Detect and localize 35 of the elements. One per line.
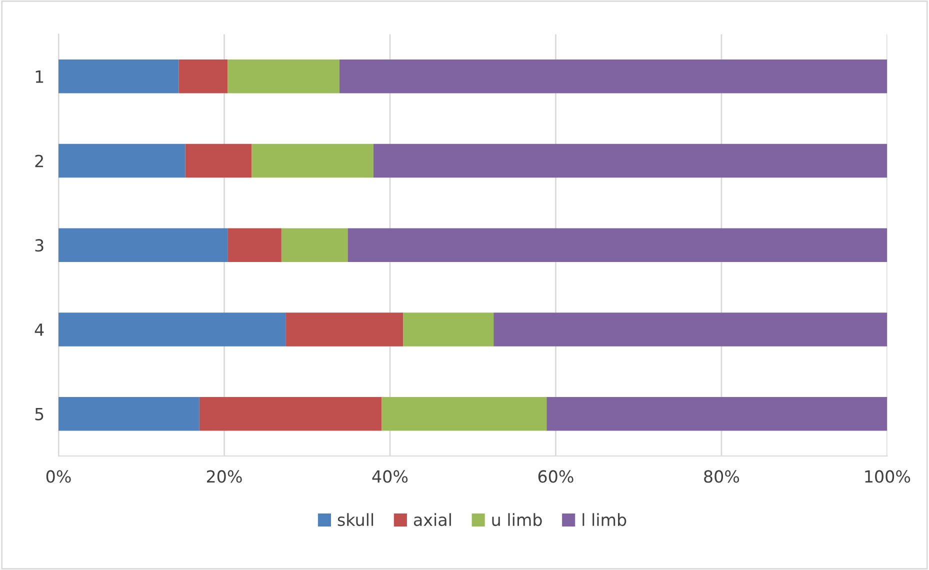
bar — [403, 312, 494, 346]
y-tick-label: 1 — [36, 70, 44, 83]
x-tick-label: 0% — [46, 470, 71, 483]
bar — [199, 396, 382, 431]
bar — [228, 60, 340, 94]
bar — [58, 396, 200, 431]
bar — [58, 312, 286, 346]
bar — [546, 396, 888, 431]
legend-label: u limb — [492, 513, 542, 526]
x-tick-label: 40% — [372, 470, 408, 483]
y-tick-label: 4 — [34, 324, 44, 336]
x-tick-label: 100% — [865, 470, 910, 483]
bar — [252, 144, 374, 178]
y-tick-label: 5 — [35, 408, 44, 420]
bar — [281, 228, 348, 262]
bar — [58, 144, 186, 178]
x-tick-label: 20% — [206, 470, 242, 483]
bar — [228, 228, 282, 262]
bar — [494, 312, 888, 346]
bar — [348, 228, 888, 262]
x-tick-label: 80% — [704, 470, 740, 483]
x-tick-label: 60% — [538, 470, 574, 483]
bar — [58, 228, 228, 262]
legend-label: skull — [338, 513, 374, 526]
y-tick-label: 3 — [35, 239, 44, 252]
bar — [373, 144, 888, 178]
y-tick-label: 2 — [35, 154, 43, 168]
bar — [286, 312, 404, 346]
legend-label: axial — [414, 513, 451, 526]
bar — [185, 144, 252, 178]
bar — [58, 60, 179, 94]
bar — [178, 60, 228, 94]
bar — [339, 60, 888, 94]
bar — [382, 396, 547, 431]
legend-label: l limb — [582, 513, 626, 526]
